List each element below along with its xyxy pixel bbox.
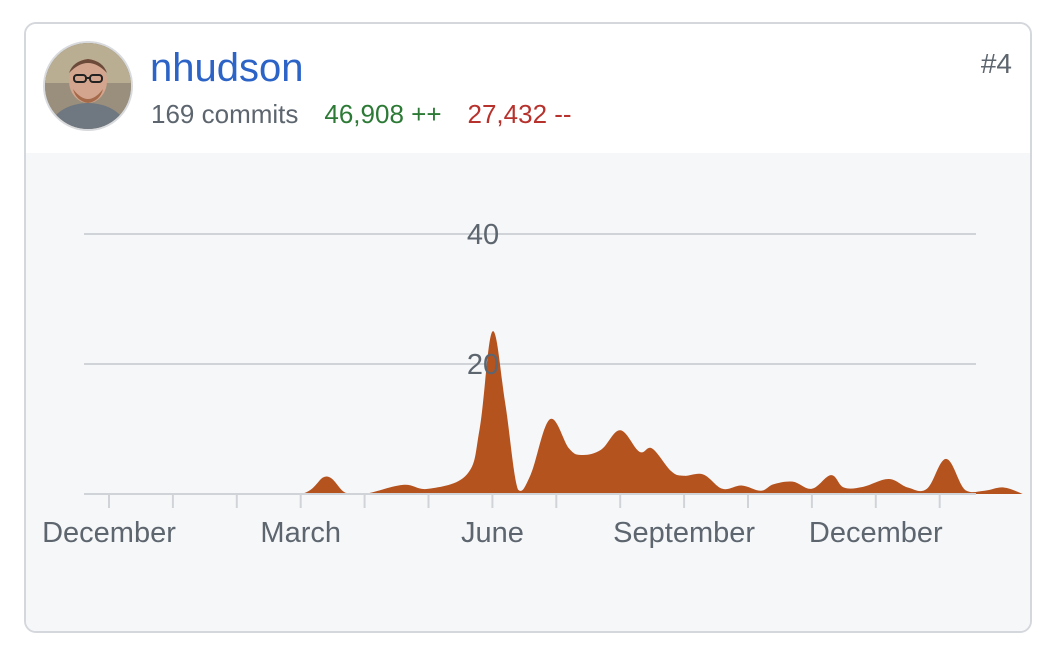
area-chart-svg: 20 40 December March June September December [42,219,1023,549]
deletions-count: 27,432 -- [467,99,572,129]
contributor-header: nhudson 169 commits 46,908 ++ 27,432 -- #4 [26,24,1030,155]
x-tick-label: September [613,517,755,549]
contributor-card: nhudson 169 commits 46,908 ++ 27,432 -- #4… [24,22,1032,633]
commit-area-series [109,331,1023,494]
avatar[interactable] [43,41,133,131]
x-tick-label: December [42,517,176,549]
contributor-rank: #4 [980,48,1012,79]
x-tick-label: December [809,517,943,549]
additions-count: 46,908 ++ [324,99,442,129]
commit-activity-chart: 20 40 December March June September December [26,153,1030,631]
x-tick-label: March [260,517,341,549]
contribution-stats: 169 commits 46,908 ++ 27,432 -- [151,98,572,130]
username-link[interactable]: nhudson [150,46,304,90]
y-tick-label-40: 40 [467,219,499,251]
commit-count: 169 commits [151,99,299,129]
user-avatar-icon [45,43,131,129]
x-tick-label: June [461,517,524,549]
y-tick-label-20: 20 [467,349,499,381]
